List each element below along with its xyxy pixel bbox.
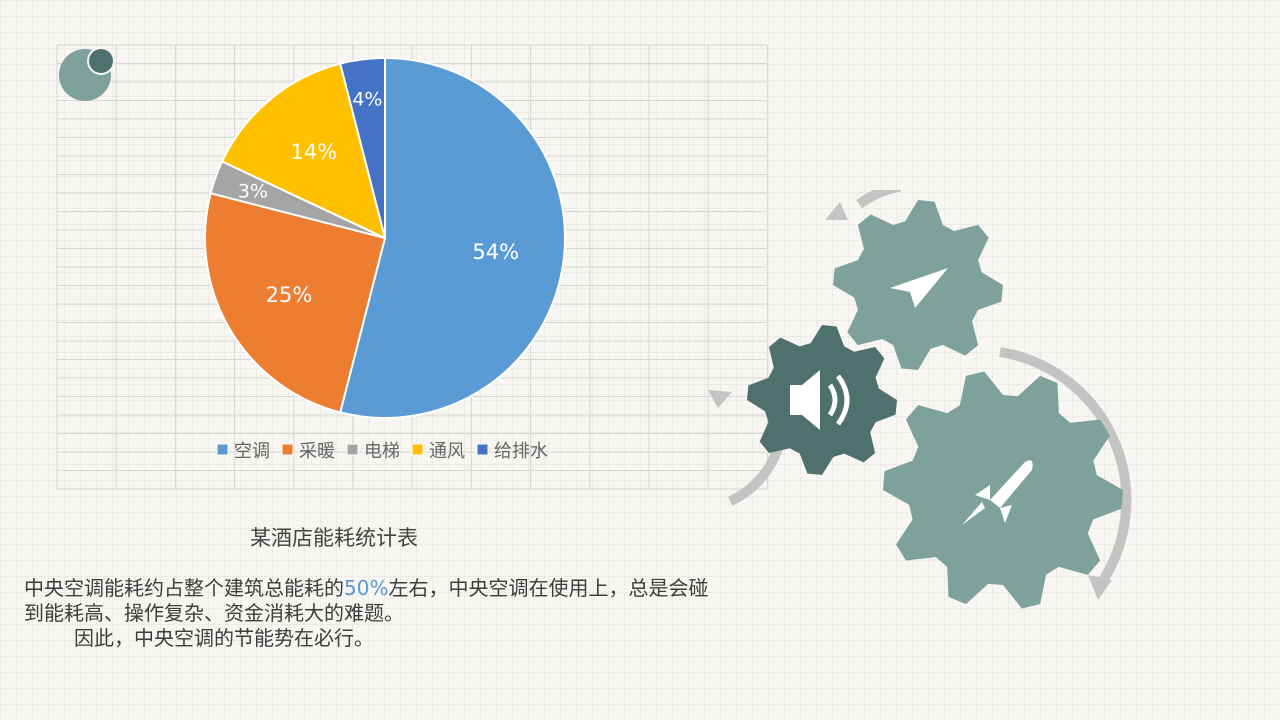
arrow-head <box>1088 575 1112 600</box>
gears-illustration <box>708 190 1132 609</box>
arrow-head <box>825 202 848 220</box>
highlight-percent: 50% <box>344 576 389 600</box>
rocket-icon <box>962 460 1033 525</box>
chart-caption: 某酒店能耗统计表 <box>250 526 418 550</box>
legend-label: 给排水 <box>494 441 548 462</box>
legend-swatch <box>281 443 294 456</box>
legend-label: 电梯 <box>364 441 400 462</box>
sound-waves <box>827 374 850 426</box>
data-label: 4% <box>352 89 382 111</box>
data-label: 54% <box>472 240 519 264</box>
text: 中央空调能耗约占整个建筑总能耗的 <box>24 576 344 600</box>
arrow-head <box>708 390 732 408</box>
pie-slice-通风 <box>220 62 387 240</box>
pie-slice-空调 <box>339 56 566 419</box>
legend-swatch <box>346 443 359 456</box>
legend-swatch <box>216 443 229 456</box>
pie-chart: 54% 25% 3% 14% 4% 空调 采暖 电梯 通风 给排水 <box>56 44 768 490</box>
legend-label: 通风 <box>429 441 465 462</box>
legend-swatch <box>476 443 489 456</box>
data-label: 25% <box>266 283 313 307</box>
legend-label: 空调 <box>234 441 270 462</box>
data-label: 3% <box>238 180 268 202</box>
text: 左右，中央空调在使用上，总是会碰 <box>388 576 709 600</box>
arrow-arc <box>856 190 902 209</box>
gear-medium <box>747 325 897 475</box>
logo-circles <box>59 47 115 101</box>
text: 到能耗高、操作复杂、资金消耗大的难题。 <box>24 601 404 625</box>
pie-slice-采暖 <box>204 192 387 414</box>
body-text: 中央空调能耗约占整个建筑总能耗的50%左右，中央空调在使用上，总是会碰 到能耗高… <box>24 576 864 651</box>
paper-plane-icon <box>890 268 948 308</box>
arrow-arc <box>999 347 1132 588</box>
speaker-icon <box>790 370 820 430</box>
data-label: 14% <box>291 140 338 164</box>
legend-label: 采暖 <box>299 441 335 462</box>
legend-swatch <box>411 443 424 456</box>
text: 因此，中央空调的节能势在必行。 <box>74 626 374 650</box>
pie-slice-给排水 <box>339 56 386 239</box>
